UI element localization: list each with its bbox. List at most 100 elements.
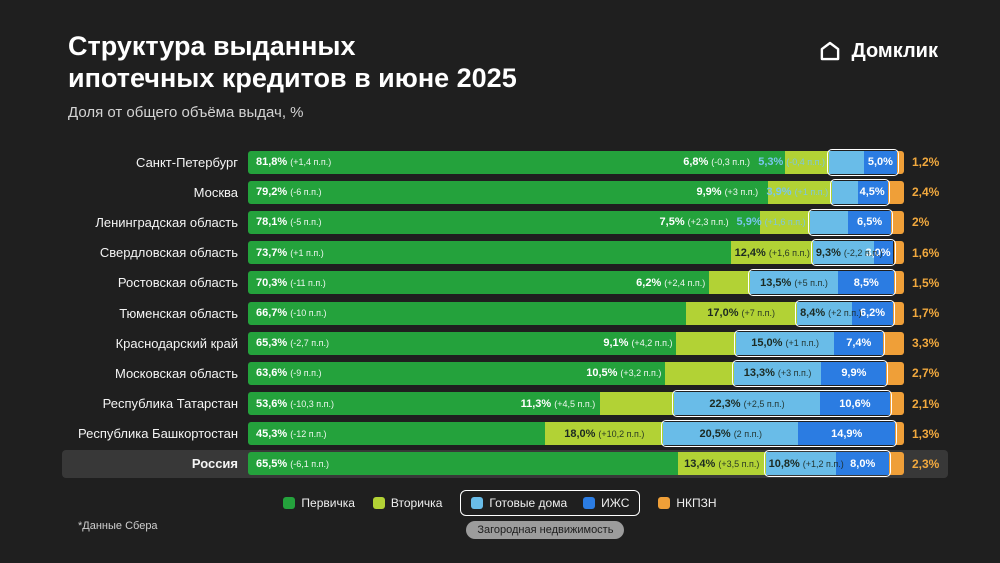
bar-segment-pervichka xyxy=(248,210,761,234)
segment-value-label: 6,2% xyxy=(860,307,886,320)
nkpzn-value: 2,3% xyxy=(912,456,940,471)
segment-value-label: 7,5% (+2,3 п.п.) xyxy=(659,216,729,229)
segment-value-label: 78,1% (-5 п.п.) xyxy=(256,216,322,229)
row-label: Республика Татарстан xyxy=(102,396,238,412)
nkpzn-value: 3,3% xyxy=(912,336,940,351)
bar-segment-vtorichka xyxy=(676,331,737,355)
segment-value-label: 6,8% (-0,3 п.п.) xyxy=(683,156,751,169)
bar-segment-izhs xyxy=(852,301,893,325)
legend-swatch-izhs xyxy=(583,497,596,509)
stacked-bar: 66,7% (-10 п.п.) 6,2% 8,4% (+2 п.п.) 17,0% (+7… xyxy=(248,299,904,327)
segment-value-label: 13,5% (+5 п.п.) xyxy=(760,276,828,289)
segment-value-label: 3,0% xyxy=(865,246,891,259)
legend-label-pervichka: Первичка xyxy=(301,496,355,510)
segment-value-label: 65,3% (-2,7 п.п.) xyxy=(256,337,329,350)
segment-value-label: 17,0% (+7 п.п.) xyxy=(707,307,776,320)
segment-value-label: 65,5% (-6,1 п.п.) xyxy=(256,457,329,470)
segment-value-label: 5,3% (-0,4 п.п.) xyxy=(758,156,826,169)
bar-segment-vtorichka xyxy=(545,422,664,446)
stacked-bar: 65,5% (-6,1 п.п.) 8,0% 10,8% (+1,2 п.п.) 13,4… xyxy=(248,450,904,478)
bar-segment-nkpzn xyxy=(896,150,904,174)
chart-row: Тюменская область 66,7% (-10 п.п.) 6,2% 8,4%… xyxy=(0,298,1000,328)
bar-segment-pervichka xyxy=(248,392,600,416)
segment-value-label: 5,9% (+1,6 п.п.) xyxy=(736,216,806,229)
bar-segment-pervichka xyxy=(248,180,768,204)
chart-row: Ленинградская область 78,1% (-5 п.п.) 6,5% 5… xyxy=(0,207,1000,237)
nkpzn-value: 1,3% xyxy=(912,426,940,441)
bar-segment-gotovye_doma xyxy=(832,180,859,204)
segment-value-label: 45,3% (-12 п.п.) xyxy=(256,427,327,440)
nkpzn-value: 1,5% xyxy=(912,275,940,290)
nkpzn-value: 2% xyxy=(912,215,930,230)
footnote: *Данные Сбера xyxy=(78,520,158,532)
legend-label-nkpzn: НКПЗН xyxy=(676,496,717,510)
segment-value-label: 3,9% (+1 п.п.) xyxy=(766,186,829,199)
bar-segment-vtorichka xyxy=(767,180,833,204)
segment-value-label: 4,5% xyxy=(859,186,885,199)
bar-segment-nkpzn xyxy=(895,422,904,446)
segment-value-label: 5,0% xyxy=(867,156,893,169)
bar-segment-nkpzn xyxy=(889,392,904,416)
legend-item-vtorichka: Вторичка xyxy=(372,490,443,516)
stacked-bar: 45,3% (-12 п.п.) 14,9% 20,5% (2 п.п.) 18,0% (+… xyxy=(248,420,904,448)
domclick-logo: Домклик xyxy=(817,38,938,64)
segment-value-label: 70,3% (-11 п.п.) xyxy=(256,276,326,289)
stacked-bar: 81,8% (+1,4 п.п.) 5,0% 5,3% (-0,4 п.п.) 6,8%(… xyxy=(248,148,904,176)
segment-value-label: 10,5% (+3,2 п.п.) xyxy=(586,367,662,380)
bar-segment-izhs xyxy=(821,361,887,385)
chart-row: Краснодарский край 65,3% (-2,7 п.п.) 7,4% 15… xyxy=(0,328,1000,358)
bar-segment-vtorichka xyxy=(709,271,750,295)
segment-value-label: 6,5% xyxy=(857,216,883,229)
segment-value-label: 9,9% xyxy=(841,367,867,380)
bar-segment-pervichka xyxy=(248,452,678,476)
chart-row: Свердловская область 73,7% (+1 п.п.) 3,0% 9,… xyxy=(0,238,1000,268)
segment-value-label: 13,3% (+3 п.п.) xyxy=(743,367,812,380)
segment-value-label: 66,7% (-10 п.п.) xyxy=(256,307,327,320)
stacked-bar: 73,7% (+1 п.п.) 3,0% 9,3% (-2,2 п.п.) 12,4% (+… xyxy=(248,239,904,267)
bar-segment-gotovye_doma xyxy=(765,452,837,476)
bar-segment-nkpzn xyxy=(894,271,904,295)
bar-segment-izhs xyxy=(834,331,883,355)
bar-segment-izhs xyxy=(863,150,897,174)
legend-label-gotovye-doma: Готовые дома xyxy=(489,496,568,510)
legend-item-pervichka: Первичка xyxy=(283,490,355,516)
title-line-1: Структура выданных xyxy=(68,31,356,61)
stacked-bar: 53,6% (-10,3 п.п.) 10,6% 22,3% (+2,5 п.п.) 11… xyxy=(248,390,904,418)
stacked-bar: 63,6% (-9 п.п.) 9,9% 13,3% (+3 п.п.) 10,5% (+3… xyxy=(248,359,904,387)
row-label: Ростовская область xyxy=(117,275,238,291)
segment-value-label: 7,4% xyxy=(846,337,872,350)
bar-segment-gotovye_doma xyxy=(809,210,849,234)
bar-segment-izhs xyxy=(838,271,895,295)
segment-value-label: 10,8% (+1,2 п.п.) xyxy=(768,457,844,470)
legend-swatch-pervichka xyxy=(283,497,296,509)
legend-label-vtorichka: Вторичка xyxy=(390,496,443,510)
bar-segment-izhs xyxy=(848,210,891,234)
bar-segment-pervichka xyxy=(248,331,677,355)
chart-row: Республика Татарстан 53,6% (-10,3 п.п.) 10,… xyxy=(0,389,1000,419)
bar-segment-vtorichka xyxy=(685,301,798,325)
bar-segment-nkpzn xyxy=(892,301,904,325)
bar-segment-izhs xyxy=(820,392,890,416)
segment-value-label: 22,3% (+2,5 п.п.) xyxy=(709,397,785,410)
row-label: Московская область xyxy=(114,365,238,381)
segment-value-label: 79,2% (-6 п.п.) xyxy=(256,186,322,199)
legend-item-gotovye-doma: Готовые дома xyxy=(471,490,567,516)
bar-segment-vtorichka xyxy=(731,241,813,265)
bar-segment-pervichka xyxy=(248,422,546,446)
nkpzn-value: 2,4% xyxy=(912,185,940,200)
bar-segment-izhs xyxy=(836,452,889,476)
bar-segment-pervichka xyxy=(248,271,710,295)
row-label: Республика Башкортостан xyxy=(78,426,238,442)
bar-segment-vtorichka xyxy=(665,361,735,385)
stacked-bar: 70,3% (-11 п.п.) 8,5% 13,5% (+5 п.п.) 6,2% (+2… xyxy=(248,269,904,297)
segment-value-label: 9,3% (-2,2 п.п.) xyxy=(815,246,883,259)
chart-row: Санкт-Петербург 81,8% (+1,4 п.п.) 5,0% 5,3%(… xyxy=(0,147,1000,177)
bar-segment-nkpzn xyxy=(883,331,904,355)
chart-subtitle: Доля от общего объёма выдач, % xyxy=(68,103,304,121)
chart-rows: Санкт-Петербург 81,8% (+1,4 п.п.) 5,0% 5,3%(… xyxy=(0,147,1000,479)
row-label: Россия xyxy=(191,456,238,472)
bar-segment-nkpzn xyxy=(890,210,904,234)
bar-segment-gotovye_doma xyxy=(736,331,835,355)
bar-segment-izhs xyxy=(858,180,888,204)
bar-segment-nkpzn xyxy=(888,452,904,476)
